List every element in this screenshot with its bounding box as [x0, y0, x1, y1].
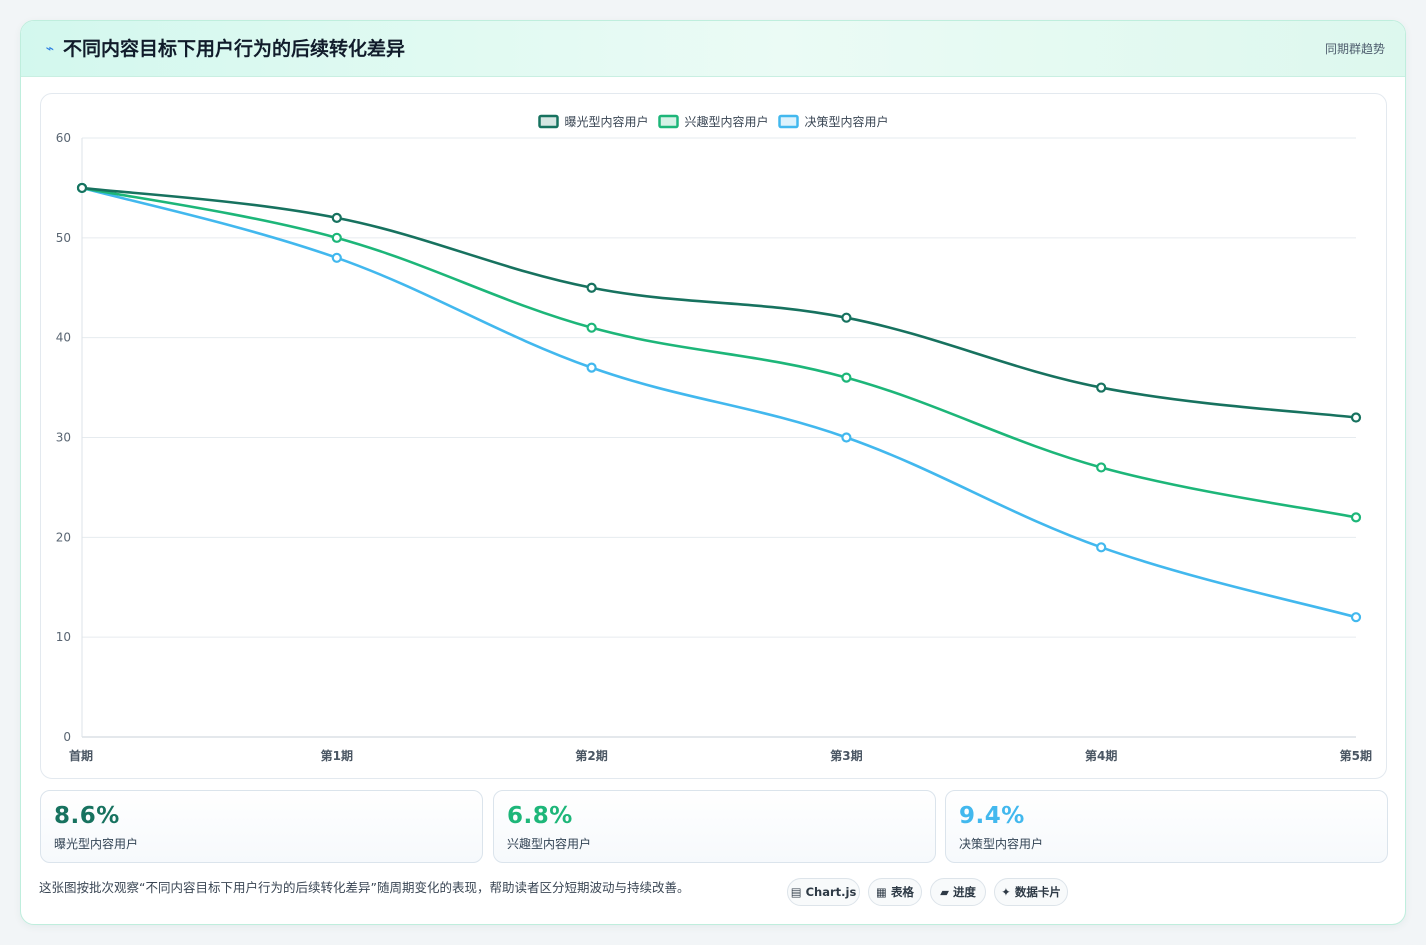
data-point	[1350, 512, 1362, 523]
y-tick-label: 60	[56, 131, 71, 145]
legend-label: 曝光型内容用户	[565, 114, 649, 129]
kpi-value: 8.6%	[54, 803, 120, 829]
y-tick-label: 20	[56, 530, 71, 544]
tag-label: 表格	[890, 885, 914, 899]
kpi-card-interest: 6.8% 兴趣型内容用户	[493, 790, 936, 863]
y-tick-label: 10	[56, 630, 71, 644]
card-header: ⌁ 不同内容目标下用户行为的后续转化差异 同期群趋势	[21, 21, 1405, 77]
chart-icon: ▤	[790, 885, 802, 899]
x-tick-label: 第4期	[1085, 748, 1117, 763]
tag-label: Chart.js	[805, 885, 857, 899]
x-tick-label: 第5期	[1340, 748, 1372, 763]
data-point	[841, 372, 852, 383]
data-point	[586, 322, 597, 333]
kpi-label: 兴趣型内容用户	[507, 837, 592, 851]
gridlines	[81, 137, 1356, 738]
legend-label: 兴趣型内容用户	[685, 114, 769, 129]
data-point	[76, 182, 88, 194]
table-icon: ▦	[876, 885, 887, 899]
legend-swatch	[538, 114, 559, 129]
legend-item: 曝光型内容用户	[538, 114, 649, 129]
y-tick-label: 30	[56, 431, 71, 445]
data-point	[1096, 382, 1107, 393]
data-point	[331, 252, 342, 263]
chart-description: 这张图按批次观察“不同内容目标下用户行为的后续转化差异”随周期变化的表现，帮助读…	[39, 880, 690, 895]
data-point	[331, 212, 342, 223]
tag-progress[interactable]: ▰ 进度	[930, 878, 986, 906]
data-point	[1096, 462, 1107, 473]
series-line	[80, 186, 1358, 419]
series-line	[80, 186, 1358, 619]
sparkle-icon: ✦	[1001, 885, 1011, 899]
y-tick-label: 0	[63, 730, 71, 744]
series	[76, 182, 1362, 523]
y-tick-label: 40	[56, 331, 71, 345]
series	[76, 182, 1362, 623]
kpi-card-decision: 9.4% 决策型内容用户	[945, 790, 1388, 863]
x-axis: 首期 第1期 第2期 第3期 第4期 第5期	[69, 748, 1372, 763]
y-axis: 0 10 20 30 40 50 60	[56, 131, 71, 744]
pulse-icon: ⌁	[45, 41, 55, 57]
kpi-label: 决策型内容用户	[959, 837, 1044, 851]
data-point	[586, 362, 597, 373]
page-title: 不同内容目标下用户行为的后续转化差异	[63, 38, 406, 60]
data-point	[586, 282, 597, 293]
kpi-value: 6.8%	[507, 803, 573, 829]
kpi-value: 9.4%	[959, 803, 1025, 829]
legend-item: 决策型内容用户	[778, 114, 889, 129]
kpi-card-exposure: 8.6% 曝光型内容用户	[40, 790, 483, 863]
cohort-trend-link[interactable]: 同期群趋势	[1324, 42, 1385, 56]
legend-swatch	[658, 114, 679, 129]
tag-label: 进度	[952, 885, 976, 899]
series	[76, 182, 1362, 423]
x-tick-label: 第2期	[575, 748, 607, 763]
line-chart: 0 10 20 30 40 50 60 首期 第1期 第2期 第3期 第4期 第5期 曝光型内容用户 兴趣型…	[56, 114, 1372, 763]
tag-data-card[interactable]: ✦ 数据卡片	[994, 878, 1068, 906]
data-point	[331, 232, 342, 243]
legend-label: 决策型内容用户	[805, 114, 889, 129]
tag-table[interactable]: ▦ 表格	[868, 878, 922, 906]
data-point	[1350, 412, 1362, 423]
progress-icon: ▰	[940, 885, 949, 899]
tag-chartjs[interactable]: ▤ Chart.js	[787, 878, 860, 906]
kpi-label: 曝光型内容用户	[54, 837, 139, 851]
data-point	[1350, 612, 1362, 623]
data-point	[1096, 542, 1107, 553]
data-point	[841, 312, 852, 323]
legend-swatch	[778, 114, 799, 129]
chart-card: ⌁ 不同内容目标下用户行为的后续转化差异 同期群趋势 0 10 20 30 40 50 60…	[20, 20, 1406, 925]
y-tick-label: 50	[56, 231, 71, 245]
tag-label: 数据卡片	[1014, 885, 1061, 899]
x-tick-label: 第3期	[830, 748, 862, 763]
data-point	[841, 432, 852, 443]
x-tick-label: 第1期	[321, 748, 353, 763]
legend-item: 兴趣型内容用户	[658, 114, 769, 129]
x-tick-label: 首期	[69, 748, 93, 763]
series-line	[80, 186, 1358, 519]
chart-panel: 0 10 20 30 40 50 60 首期 第1期 第2期 第3期 第4期 第5期 曝光型内容用户 兴趣型…	[40, 93, 1387, 779]
legend: 曝光型内容用户 兴趣型内容用户 决策型内容用户	[538, 114, 889, 129]
